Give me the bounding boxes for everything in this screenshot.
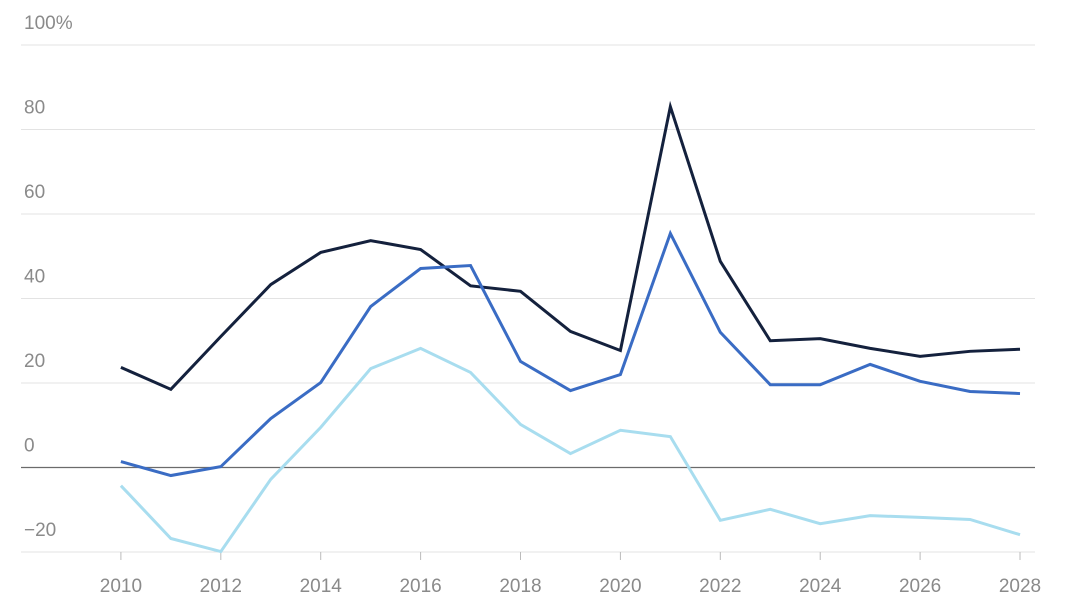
x-tick-label: 2026: [899, 576, 941, 597]
y-tick-label: 0: [24, 436, 35, 457]
series-line: [120, 229, 1021, 478]
series-line: [120, 100, 1021, 392]
x-tick-label: 2024: [799, 576, 842, 597]
y-tick-label: 100%: [24, 13, 73, 34]
x-tick-label: 2020: [599, 576, 641, 597]
y-tick-label: 20: [24, 351, 45, 372]
x-tick-label: 2028: [999, 576, 1041, 597]
y-tick-label: 80: [24, 98, 45, 119]
x-tick-label: 2016: [399, 576, 441, 597]
series-line: [119, 346, 1021, 554]
y-tick-label: 40: [24, 267, 45, 288]
x-tick-label: 2018: [499, 576, 541, 597]
x-tick-label: 2012: [200, 576, 242, 597]
x-tick-label: 2022: [699, 576, 741, 597]
x-tick-label: 2014: [300, 576, 343, 597]
y-tick-label: −20: [24, 520, 56, 541]
y-tick-label: 60: [24, 182, 45, 203]
x-tick-label: 2010: [100, 576, 142, 597]
